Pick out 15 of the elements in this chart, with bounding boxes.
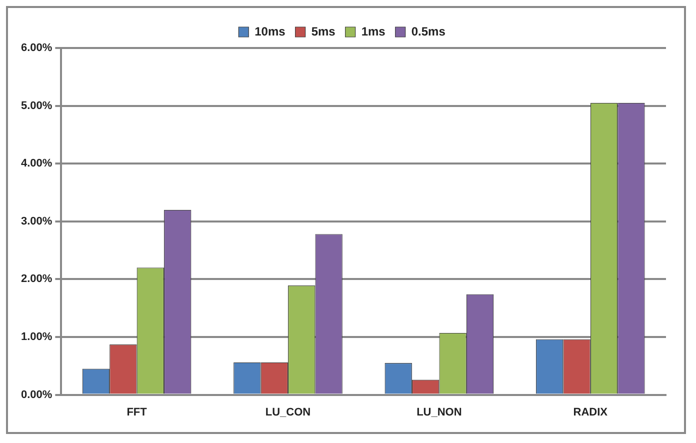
x-tick-label: LU_NON: [416, 406, 462, 418]
legend-label: 0.5ms: [411, 24, 446, 38]
x-tick-label: LU_CON: [265, 406, 311, 418]
x-tick-label: FFT: [126, 406, 148, 418]
legend-label: 5ms: [311, 24, 336, 38]
y-tick-label: 5.00%: [20, 100, 52, 112]
y-tick-label: 3.00%: [20, 215, 52, 228]
x-tick-label: RADIX: [573, 406, 608, 418]
y-tick-label: 4.00%: [20, 158, 52, 170]
y-tick-label: 1.00%: [20, 331, 52, 344]
legend-label: 10ms: [254, 24, 286, 38]
y-tick-label: 6.00%: [20, 42, 52, 54]
y-tick-label: 2.00%: [20, 273, 52, 286]
y-tick-label: 0.00%: [20, 388, 52, 401]
legend-label: 1ms: [361, 24, 386, 38]
